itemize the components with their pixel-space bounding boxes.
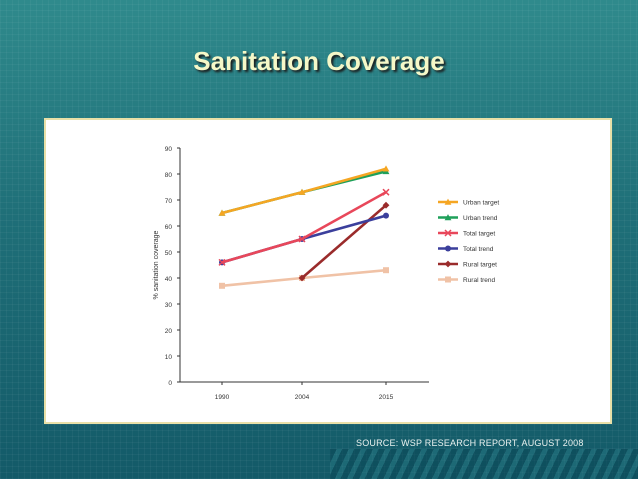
y-tick-label: 80 (165, 172, 173, 179)
x-tick-label: 2004 (295, 394, 310, 401)
chart-svg: 0 10 20 30 40 50 60 70 80 90 1990 2004 2015 % sanitat… (153, 146, 499, 401)
legend-label-total-target: Total target (463, 231, 495, 238)
decorative-footer-band (330, 449, 638, 479)
legend-marker-urban-target (444, 198, 452, 205)
data-point-total-target (218, 258, 226, 266)
legend-marker-total-target (444, 229, 452, 237)
data-point-rural-trend (383, 267, 389, 274)
data-point-urban-target (382, 165, 390, 172)
data-point-urban-target (298, 188, 306, 195)
legend-label-rural-trend: Rural trend (463, 277, 496, 284)
y-tick-label: 0 (168, 380, 172, 387)
chart-container: 0 10 20 30 40 50 60 70 80 90 1990 2004 2015 % sanitat… (44, 118, 612, 424)
source-note: SOURCE: WSP RESEARCH REPORT, AUGUST 2008 (356, 438, 584, 448)
y-tick-label: 70 (165, 198, 173, 205)
data-point-total-target (298, 235, 306, 243)
legend-marker-urban-trend (444, 214, 452, 221)
x-tick-label: 1990 (215, 394, 230, 401)
legend-marker-total-trend (445, 245, 451, 252)
data-point-total-trend (383, 212, 389, 219)
legend-marker-rural-trend (445, 276, 451, 283)
y-tick-label: 90 (165, 146, 173, 153)
legend-label-urban-target: Urban target (463, 200, 499, 207)
data-point-rural-target (382, 201, 390, 209)
y-tick-label: 50 (165, 250, 173, 257)
y-tick-label: 10 (165, 354, 173, 361)
series-line-rural-target (301, 204, 387, 279)
data-point-urban-target (218, 209, 226, 216)
y-tick-label: 20 (165, 328, 173, 335)
slide-title: Sanitation Coverage (193, 46, 445, 76)
legend-marker-rural-target (444, 260, 452, 268)
legend-label-urban-trend: Urban trend (463, 215, 498, 222)
y-tick-label: 60 (165, 224, 173, 231)
y-tick-label: 30 (165, 302, 173, 309)
x-tick-label: 2015 (379, 394, 394, 401)
y-axis-label: % sanitation coverage (153, 230, 160, 299)
legend-label-total-trend: Total trend (463, 246, 494, 253)
y-tick-label: 40 (165, 276, 173, 283)
data-point-total-target (382, 188, 390, 196)
legend-label-rural-target: Rural target (463, 262, 497, 269)
data-point-rural-trend (219, 282, 225, 289)
